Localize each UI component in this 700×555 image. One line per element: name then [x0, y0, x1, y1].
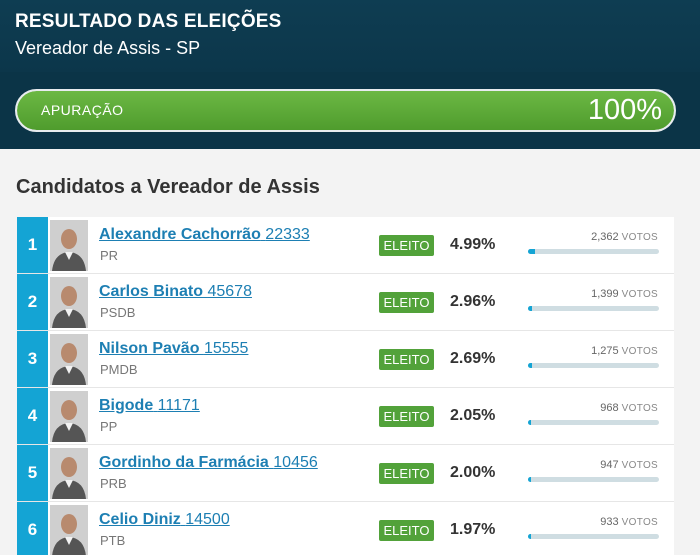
rank-number: 3 [17, 331, 48, 387]
candidate-photo[interactable] [50, 220, 88, 271]
rank-number: 6 [17, 502, 48, 555]
candidate-name-link[interactable]: Alexandre Cachorrão 22333 [99, 226, 310, 243]
page-title: RESULTADO DAS ELEIÇÕES [15, 11, 282, 32]
candidate-row: 4 Bigode 11171 PP ELEITO 2.05% 968 VOTOS [17, 388, 674, 445]
rank-number: 1 [17, 217, 48, 273]
candidate-party: PP [100, 419, 118, 434]
apuracao-progress-bar: APURAÇÃO 100% [15, 89, 676, 132]
person-photo-icon [50, 334, 88, 385]
elected-badge: ELEITO [379, 406, 434, 427]
candidate-row: 3 Nilson Pavão 15555 PMDB ELEITO 2.69% 1… [17, 331, 674, 388]
vote-percent: 2.05% [450, 407, 496, 424]
person-photo-icon [50, 391, 88, 442]
candidate-name-link[interactable]: Gordinho da Farmácia 10456 [99, 454, 318, 471]
vote-bar-fill [528, 534, 531, 539]
candidate-photo[interactable] [50, 391, 88, 442]
person-photo-icon [50, 448, 88, 499]
vote-percent: 4.99% [450, 236, 496, 253]
elected-badge: ELEITO [379, 463, 434, 484]
vote-count: 933 VOTOS [600, 516, 658, 528]
vote-bar-fill [528, 363, 532, 368]
rank-number: 4 [17, 388, 48, 444]
vote-count: 2,362 VOTOS [591, 231, 658, 243]
rank-number: 2 [17, 274, 48, 330]
candidate-party: PR [100, 248, 119, 263]
vote-bar [528, 534, 659, 539]
vote-bar-fill [528, 477, 531, 482]
candidate-party: PTB [100, 533, 126, 548]
vote-percent: 2.96% [450, 293, 496, 310]
rank-number: 5 [17, 445, 48, 501]
vote-bar-fill [528, 249, 535, 254]
page-subtitle: Vereador de Assis - SP [15, 38, 201, 58]
vote-count: 947 VOTOS [600, 459, 658, 471]
elected-badge: ELEITO [379, 520, 434, 541]
vote-count: 968 VOTOS [600, 402, 658, 414]
candidate-party: PMDB [100, 362, 138, 377]
candidate-list: 1 Alexandre Cachorrão 22333 PR ELEITO 4.… [17, 217, 674, 555]
vote-percent: 2.69% [450, 350, 496, 367]
vote-bar [528, 363, 659, 368]
candidate-name-link[interactable]: Celio Diniz 14500 [99, 511, 230, 528]
apuracao-percent: 100% [587, 94, 662, 126]
candidate-photo[interactable] [50, 334, 88, 385]
section-title: Candidatos a Vereador de Assis [16, 176, 320, 198]
candidate-row: 5 Gordinho da Farmácia 10456 PRB ELEITO … [17, 445, 674, 502]
candidate-party: PRB [100, 476, 127, 491]
elected-badge: ELEITO [379, 292, 434, 313]
candidate-photo[interactable] [50, 505, 88, 555]
vote-percent: 2.00% [450, 464, 496, 481]
apuracao-progress-fill [17, 91, 674, 130]
candidate-row: 2 Carlos Binato 45678 PSDB ELEITO 2.96% … [17, 274, 674, 331]
apuracao-label: APURAÇÃO [41, 102, 124, 118]
elected-badge: ELEITO [379, 235, 434, 256]
candidate-party: PSDB [100, 305, 136, 320]
vote-bar-fill [528, 420, 531, 425]
vote-percent: 1.97% [450, 521, 496, 538]
person-photo-icon [50, 505, 88, 555]
vote-bar-fill [528, 306, 532, 311]
candidate-name-link[interactable]: Bigode 11171 [99, 397, 200, 414]
vote-bar [528, 477, 659, 482]
candidate-name-link[interactable]: Carlos Binato 45678 [99, 283, 252, 300]
candidate-photo[interactable] [50, 448, 88, 499]
elected-badge: ELEITO [379, 349, 434, 370]
candidate-name-link[interactable]: Nilson Pavão 15555 [99, 340, 249, 357]
vote-bar [528, 306, 659, 311]
vote-bar [528, 249, 659, 254]
person-photo-icon [50, 277, 88, 328]
results-header: RESULTADO DAS ELEIÇÕES Vereador de Assis… [0, 0, 700, 149]
vote-count: 1,399 VOTOS [591, 288, 658, 300]
candidate-row: 6 Celio Diniz 14500 PTB ELEITO 1.97% 933… [17, 502, 674, 555]
candidate-photo[interactable] [50, 277, 88, 328]
person-photo-icon [50, 220, 88, 271]
candidate-row: 1 Alexandre Cachorrão 22333 PR ELEITO 4.… [17, 217, 674, 274]
vote-bar [528, 420, 659, 425]
vote-count: 1,275 VOTOS [591, 345, 658, 357]
